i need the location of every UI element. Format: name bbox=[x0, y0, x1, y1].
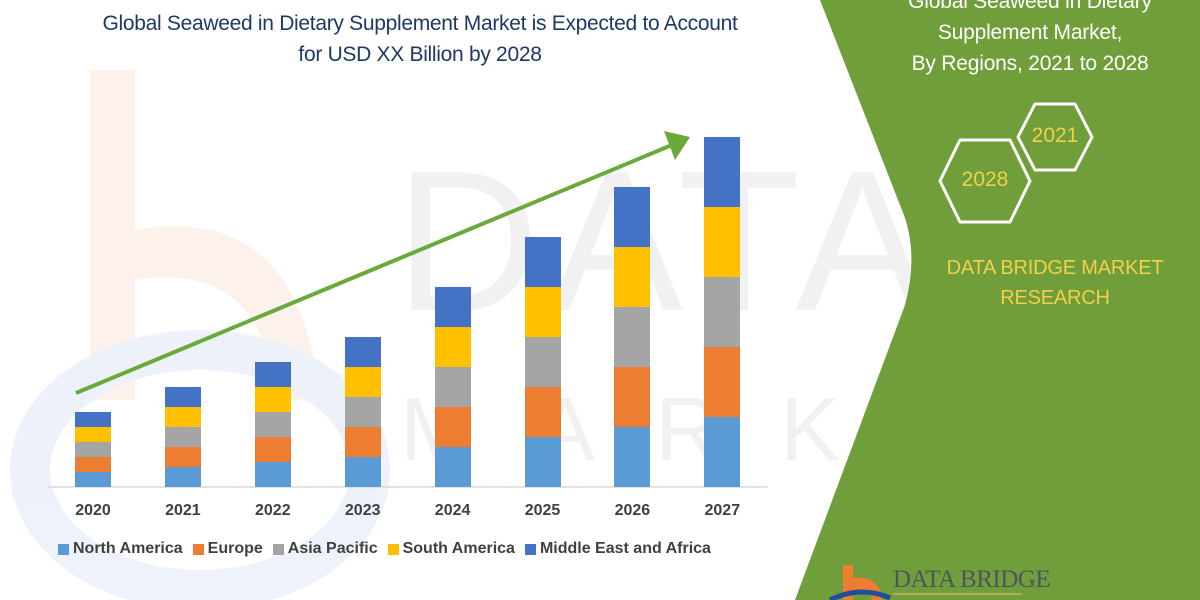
bar-segment-north-america bbox=[75, 472, 111, 487]
brand-line1: DATA BRIDGE MARKET bbox=[946, 257, 1164, 279]
hex-end-year: 2028 bbox=[961, 168, 1009, 191]
legend-item-north-america: North America bbox=[58, 540, 183, 558]
bar-segment-asia-pacific bbox=[344, 397, 381, 427]
legend-label: Asia Pacific bbox=[287, 540, 378, 557]
legend-swatch-south-america bbox=[387, 543, 399, 555]
legend-item-south-america: South America bbox=[387, 540, 515, 558]
bar-2025 bbox=[524, 237, 561, 487]
legend-swatch-middle-east-africa bbox=[524, 543, 536, 555]
bar-2027 bbox=[704, 137, 741, 487]
bar-segment-europe bbox=[254, 437, 291, 462]
x-axis-label: 2021 bbox=[165, 502, 201, 519]
bar-segment-middle-east-and-africa bbox=[704, 137, 741, 207]
bar-2022 bbox=[254, 362, 291, 487]
bar-segment-asia-pacific bbox=[524, 337, 561, 387]
legend-label: South America bbox=[402, 540, 515, 557]
bar-2023 bbox=[344, 337, 381, 487]
x-axis-label: 2027 bbox=[704, 502, 741, 519]
legend-item-middle-east-africa: Middle East and Africa bbox=[524, 540, 711, 558]
side-panel-title: Global Seaweed in Dietary Supplement Mar… bbox=[860, 0, 1200, 79]
side-title-line3: By Regions, 2021 to 2028 bbox=[911, 52, 1149, 75]
bar-segment-north-america bbox=[164, 467, 201, 487]
bar-segment-europe bbox=[704, 347, 741, 417]
hexagon-2028-icon bbox=[938, 138, 1032, 224]
x-axis-label: 2020 bbox=[75, 502, 111, 519]
bar-segment-middle-east-and-africa bbox=[254, 362, 291, 387]
data-bridge-logo-icon bbox=[828, 565, 1022, 600]
bar-segment-europe bbox=[524, 387, 561, 437]
legend-swatch-north-america bbox=[58, 543, 69, 555]
side-title-line1: Global Seaweed in Dietary bbox=[908, 0, 1152, 13]
x-axis-label: 2023 bbox=[344, 502, 381, 519]
bar-segment-asia-pacific bbox=[75, 442, 111, 457]
bar-segment-north-america bbox=[524, 437, 561, 487]
chart-title-line1: Global Seaweed in Dietary Supplement Mar… bbox=[102, 12, 738, 35]
bar-segment-europe bbox=[434, 407, 471, 447]
legend-label: Europe bbox=[207, 540, 263, 557]
bar-segment-europe bbox=[344, 427, 381, 457]
bar-segment-asia-pacific bbox=[164, 427, 201, 447]
bar-2021 bbox=[164, 387, 201, 487]
bar-segment-asia-pacific bbox=[434, 367, 471, 407]
chart-legend: North America Europe Asia Pacific South … bbox=[58, 540, 711, 558]
logo-text: DATA BRIDGE bbox=[893, 566, 1051, 593]
bar-segment-south-america bbox=[164, 407, 201, 427]
bar-segment-north-america bbox=[344, 457, 381, 487]
bar-segment-middle-east-and-africa bbox=[434, 287, 471, 327]
x-axis-label: 2025 bbox=[524, 502, 561, 519]
legend-swatch-asia-pacific bbox=[272, 543, 284, 555]
bar-segment-south-america bbox=[75, 427, 111, 442]
brand-name: DATA BRIDGE MARKET RESEARCH bbox=[915, 253, 1195, 313]
bar-segment-europe bbox=[164, 447, 201, 467]
bar-segment-asia-pacific bbox=[614, 307, 651, 367]
legend-item-europe: Europe bbox=[192, 540, 263, 558]
bar-segment-north-america bbox=[704, 417, 741, 487]
green-side-panel bbox=[795, 0, 1200, 600]
x-axis-label: 2024 bbox=[434, 502, 471, 519]
legend-label: North America bbox=[73, 540, 183, 557]
bar-segment-asia-pacific bbox=[704, 277, 741, 347]
bar-segment-north-america bbox=[254, 462, 291, 487]
side-title-line2: Supplement Market, bbox=[937, 21, 1123, 44]
bar-segment-middle-east-and-africa bbox=[614, 187, 651, 247]
trend-arrow-icon bbox=[75, 131, 690, 395]
bar-segment-south-america bbox=[704, 207, 741, 277]
legend-item-asia-pacific: Asia Pacific bbox=[272, 540, 378, 558]
bar-segment-asia-pacific bbox=[254, 412, 291, 437]
bar-segment-south-america bbox=[434, 327, 471, 367]
bar-segment-europe bbox=[614, 367, 651, 427]
hex-start-year: 2021 bbox=[1031, 124, 1079, 147]
chart-title: Global Seaweed in Dietary Supplement Mar… bbox=[40, 8, 800, 70]
hexagon-2021-icon bbox=[1016, 102, 1094, 172]
legend-label: Middle East and Africa bbox=[539, 540, 711, 557]
chart-title-line2: for USD XX Billion by 2028 bbox=[298, 43, 542, 66]
bar-2026 bbox=[614, 187, 651, 487]
brand-line2: RESEARCH bbox=[1000, 287, 1110, 309]
legend-swatch-europe bbox=[192, 543, 204, 555]
bar-segment-north-america bbox=[614, 427, 651, 487]
bar-2024 bbox=[434, 287, 471, 487]
bar-segment-south-america bbox=[254, 387, 291, 412]
bar-segment-middle-east-and-africa bbox=[524, 237, 561, 287]
bar-segment-middle-east-and-africa bbox=[164, 387, 201, 407]
bar-segment-middle-east-and-africa bbox=[75, 412, 111, 427]
bar-segment-south-america bbox=[344, 367, 381, 397]
bar-segment-middle-east-and-africa bbox=[344, 337, 381, 367]
bar-segment-north-america bbox=[434, 447, 471, 487]
x-axis-label: 2022 bbox=[255, 502, 291, 519]
bar-segment-south-america bbox=[524, 287, 561, 337]
x-axis-label: 2026 bbox=[614, 502, 651, 519]
bar-segment-south-america bbox=[614, 247, 651, 307]
bar-2020 bbox=[75, 412, 111, 487]
bar-segment-europe bbox=[75, 457, 111, 472]
